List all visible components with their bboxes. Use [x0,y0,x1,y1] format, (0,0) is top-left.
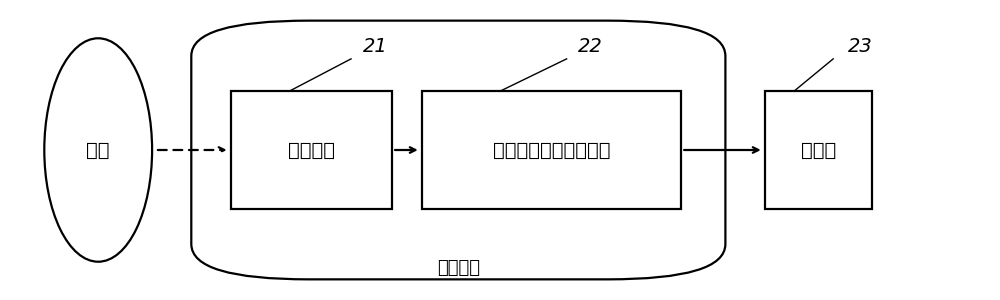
Bar [422,91,681,209]
Bar [765,91,872,209]
Bar [230,91,392,209]
Text: 23: 23 [848,37,873,56]
Text: 接收区域: 接收区域 [437,259,480,277]
Text: 功率计: 功率计 [801,140,836,160]
Text: 太阳: 太阳 [86,140,110,160]
Text: 21: 21 [363,37,388,56]
Text: 第一光电二极管检测器: 第一光电二极管检测器 [493,140,611,160]
Text: 光滤波器: 光滤波器 [288,140,335,160]
Text: 22: 22 [578,37,603,56]
